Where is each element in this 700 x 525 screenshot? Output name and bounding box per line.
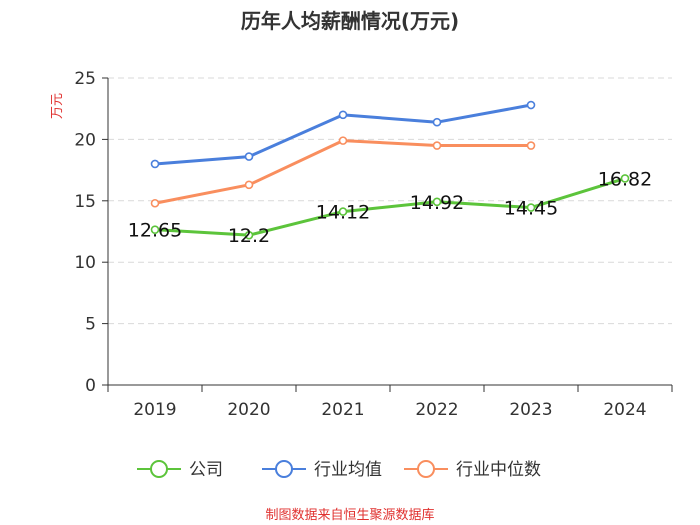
y-tick-label: 0 [85, 376, 96, 396]
data-point[interactable] [244, 152, 254, 161]
legend-item-0[interactable]: 公司 [137, 460, 223, 480]
series-line-2 [153, 139, 533, 205]
data-labels: 12.65 12.2 14.12 14.92 14.45 16.82 [128, 168, 652, 247]
y-tick-label: 15 [74, 192, 96, 212]
data-label: 12.65 [128, 220, 182, 242]
legend-marker [417, 460, 435, 478]
data-point[interactable] [338, 207, 348, 216]
x-tick-label: 2023 [509, 400, 552, 420]
x-tick-label: 2024 [603, 400, 646, 420]
data-point[interactable] [150, 198, 160, 208]
y-tick-label: 5 [85, 315, 96, 335]
legend-label: 公司 [189, 460, 223, 480]
grid-lines [108, 77, 672, 325]
series-layer [150, 100, 630, 240]
data-point[interactable] [526, 100, 536, 110]
series-line-0 [153, 176, 627, 237]
legend-label: 行业中位数 [456, 460, 541, 480]
legend-item-2[interactable]: 行业中位数 [404, 460, 541, 480]
legend[interactable]: 公司 行业均值 行业中位数 [137, 460, 541, 480]
data-point[interactable] [526, 203, 536, 212]
data-point[interactable] [244, 230, 254, 240]
source-note: 制图数据来自恒生聚源数据库 [265, 507, 434, 523]
data-label: 14.45 [504, 198, 558, 220]
data-point[interactable] [432, 117, 442, 127]
x-tick-label: 2020 [227, 400, 270, 420]
data-point[interactable] [432, 197, 442, 207]
data-point[interactable] [620, 174, 630, 183]
data-point[interactable] [150, 159, 160, 169]
data-point[interactable] [338, 136, 348, 145]
data-label: 14.92 [410, 192, 464, 214]
legend-label: 行业均值 [314, 460, 382, 480]
y-tick-label: 10 [74, 253, 96, 273]
axes: 0 5 10 15 20 25 2019 2020 2021 2022 2023 2024 [74, 69, 673, 420]
data-point[interactable] [526, 141, 536, 150]
legend-item-1[interactable]: 行业均值 [262, 460, 382, 480]
data-point[interactable] [432, 141, 442, 150]
y-tick-label: 25 [74, 69, 96, 89]
data-label: 16.82 [598, 168, 652, 190]
data-label: 14.12 [316, 202, 370, 224]
data-point[interactable] [150, 225, 160, 234]
legend-marker [150, 460, 168, 478]
data-point[interactable] [338, 110, 348, 120]
data-point[interactable] [244, 180, 254, 190]
data-label: 12.2 [228, 225, 270, 247]
chart-title: 历年人均薪酬情况(万元) [241, 9, 459, 33]
x-tick-label: 2022 [415, 400, 458, 420]
legend-marker [275, 460, 293, 478]
y-axis-label: 万元 [50, 93, 65, 119]
x-tick-label: 2021 [321, 400, 364, 420]
y-tick-label: 20 [74, 130, 96, 150]
x-tick-label: 2019 [133, 400, 176, 420]
